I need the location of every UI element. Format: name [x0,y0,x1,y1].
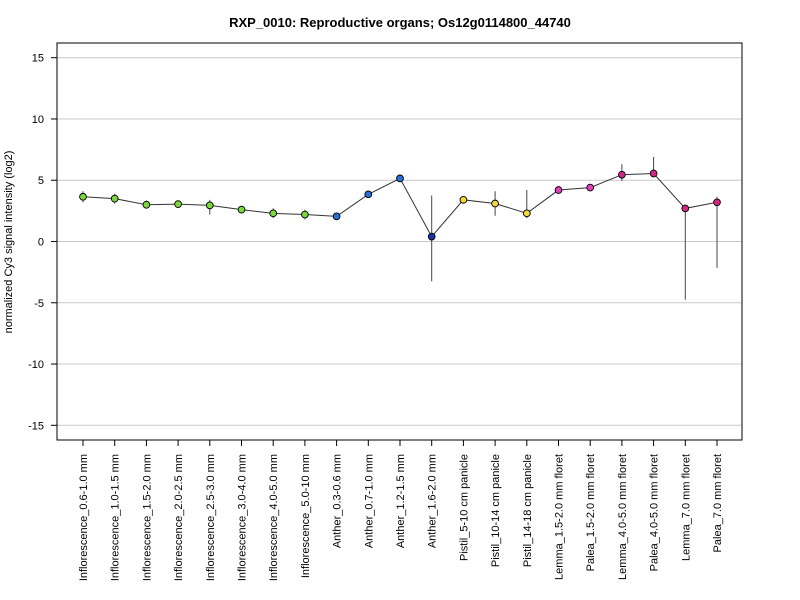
x-tick-label: Inflorescence_0.6-1.0 mm [78,454,90,581]
data-point [364,190,373,199]
data-point [237,205,246,214]
x-tick-label: Inflorescence_2.0-2.5 mm [173,454,185,581]
y-tick-label: 0 [38,237,44,249]
x-tick-label: Pistil_10-14 cm panicle [490,454,502,567]
data-point [174,200,182,208]
data-point [649,169,658,178]
x-tick-label: Inflorescence_1.0-1.5 mm [110,454,122,581]
data-point [332,212,341,221]
x-axis: Inflorescence_0.6-1.0 mm Inflorescence_1.… [78,440,724,581]
y-tick-label: -5 [34,298,44,310]
data-point [269,209,278,218]
data-point [396,174,404,183]
x-tick-label: Inflorescence_5.0-10 mm [300,454,312,578]
data-point [301,210,309,219]
y-tick-label: 15 [32,53,44,65]
data-point [491,199,499,208]
y-axis-label: normalized Cy3 signal intensity (log2) [3,151,15,334]
chart-title: RXP_0010: Reproductive organs; Os12g0114… [229,15,571,30]
data-point [713,198,721,207]
plot-frame [56,42,743,441]
x-tick-label: Anther_0.7-1.0 mm [363,454,375,548]
y-axis: -15 -10 -5 0 5 10 15 [28,53,57,432]
x-tick-label: Lemma_7.0 mm floret [680,454,692,561]
x-tick-label: Inflorescence_3.0-4.0 mm [237,454,249,581]
x-tick-label: Palea_7.0 mm floret [712,454,724,552]
y-tick-label: -10 [28,359,44,371]
x-tick-label: Inflorescence_2.5-3.0 mm [205,454,217,581]
x-tick-label: Inflorescence_1.5-2.0 mm [141,454,153,581]
x-tick-label: Anther_1.6-2.0 mm [427,454,439,548]
x-tick-label: Pistil_5-10 cm panicle [458,454,470,561]
y-tick-label: 5 [38,175,44,187]
data-point [681,204,690,213]
data-point [427,232,436,241]
data-series [79,156,721,300]
data-point [79,192,87,201]
data-point [205,201,214,210]
x-tick-label: Lemma_4.0-5.0 mm floret [617,454,629,580]
grid-lines [57,57,742,426]
data-point [459,195,468,204]
x-tick-label: Pistil_14-18 cm panicle [522,454,534,567]
x-tick-label: Palea_1.5-2.0 mm floret [585,454,597,571]
x-tick-label: Lemma_1.5-2.0 mm floret [554,454,566,580]
data-point [522,209,531,218]
data-point [110,194,119,203]
data-point [618,170,626,179]
y-tick-label: 10 [32,114,44,126]
x-tick-label: Inflorescence_4.0-5.0 mm [268,454,280,581]
y-tick-label: -15 [28,420,44,432]
x-tick-label: Anther_1.2-1.5 mm [395,454,407,548]
x-tick-label: Anther_0.3-0.6 mm [332,454,344,548]
data-point [554,186,563,194]
x-tick-label: Palea_4.0-5.0 mm floret [649,454,661,571]
data-point [142,200,151,209]
data-point [586,183,595,192]
